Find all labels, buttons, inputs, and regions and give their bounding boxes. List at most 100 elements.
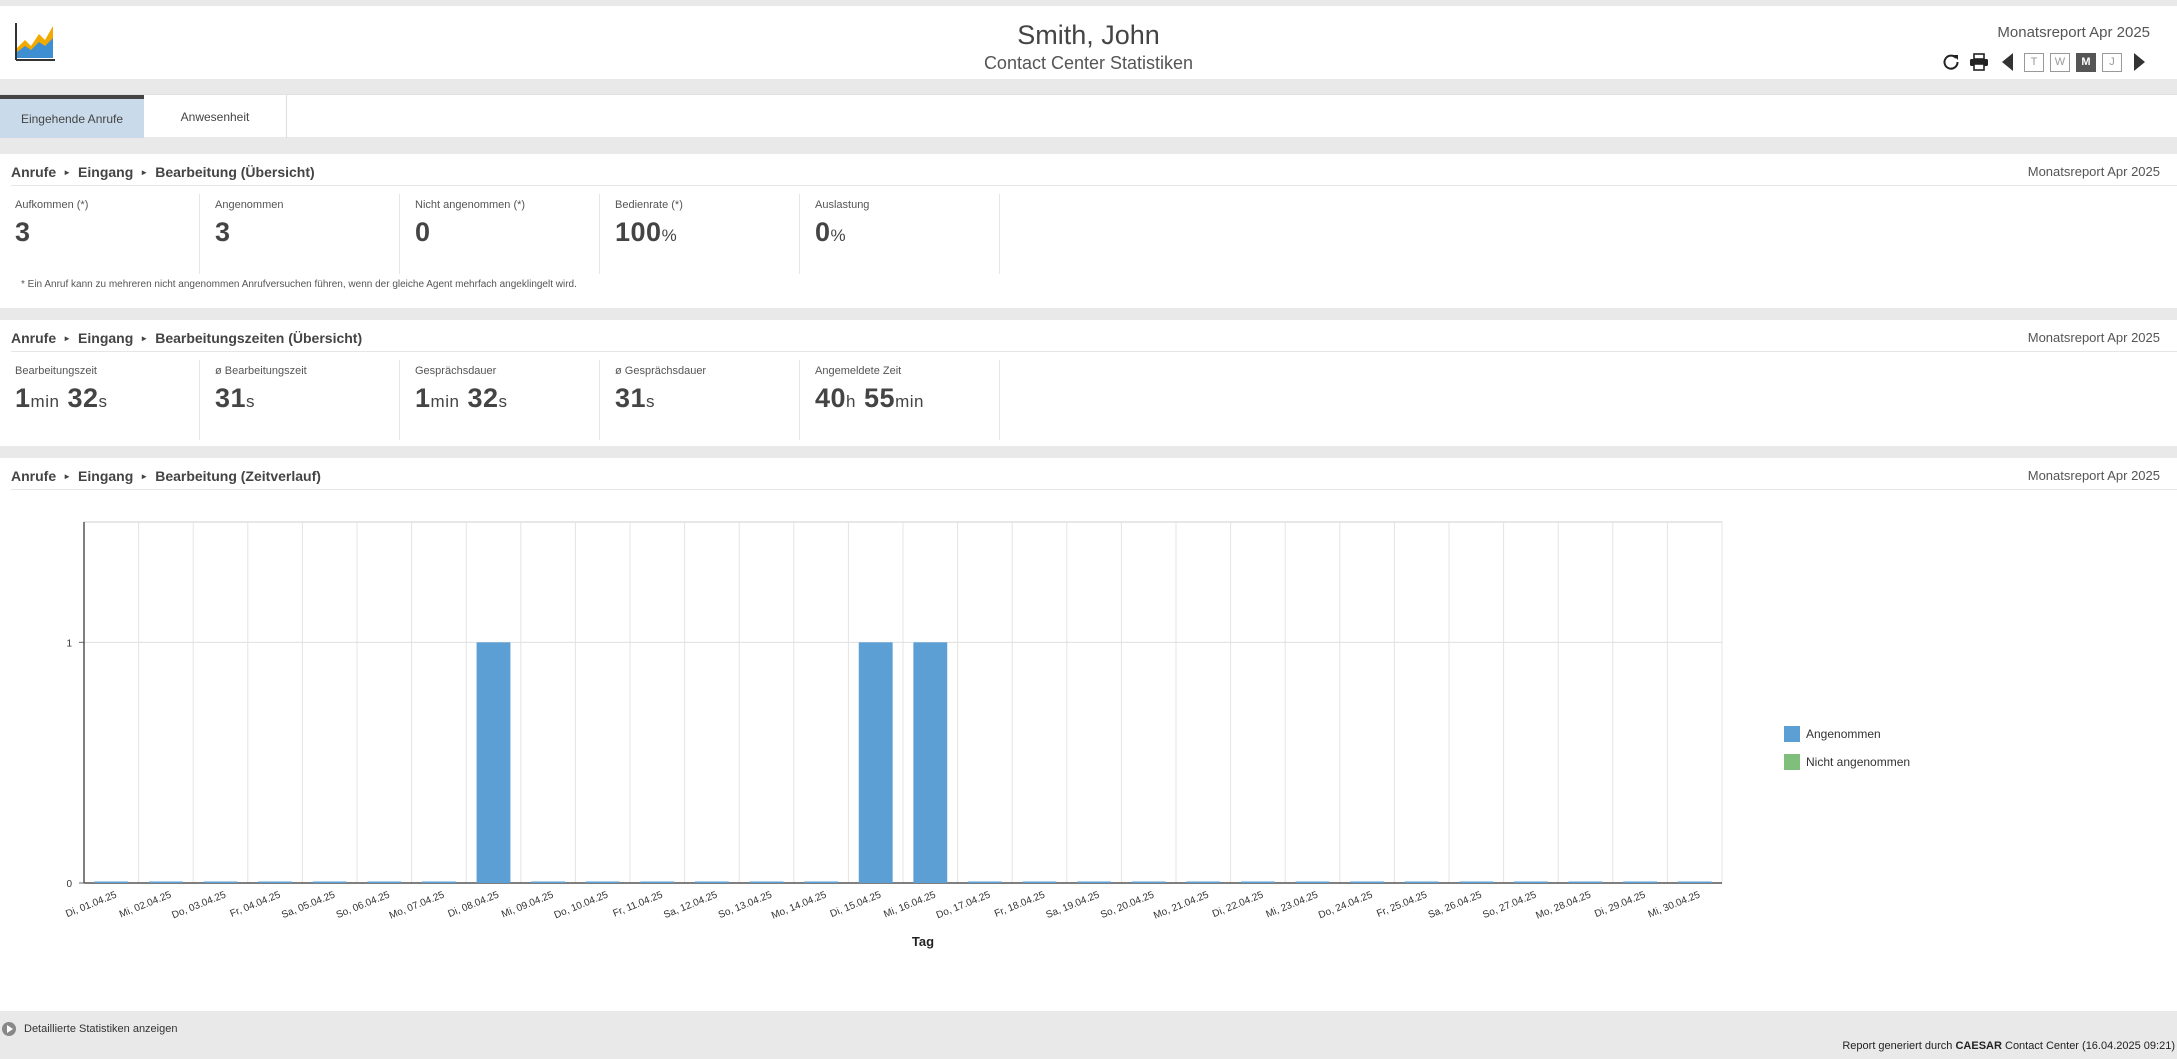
bar [694,881,729,883]
x-tick-label: Do, 10.04.25 [553,889,611,921]
kpi-label: Angenommen [215,199,284,211]
kpi-label: ø Gesprächsdauer [615,365,707,377]
range-month-button[interactable]: M [2076,52,2096,72]
panel-bearbeitungszeiten-uebersicht: Anrufe ► Eingang ► Bearbeitungszeiten (Übers… [0,320,2177,446]
print-icon[interactable] [1968,51,1990,73]
x-axis-label: Tag [912,934,934,949]
range-week-button[interactable]: W [2050,52,2070,72]
refresh-icon[interactable] [1940,51,1962,73]
generated-brand: CAESAR [1955,1040,2002,1052]
x-tick-label: So, 13.04.25 [717,889,774,921]
page-title: Smith, John [1017,20,1160,50]
bar [421,881,456,883]
breadcrumb-item: Bearbeitungszeiten (Übersicht) [155,330,363,346]
kpi-auslastung: Auslastung 0% [800,194,1000,274]
panel-period: Monatsreport Apr 2025 [2027,164,2160,179]
tab-anwesenheit[interactable]: Anwesenheit [144,95,287,138]
x-tick-label: Mo, 07.04.25 [388,889,447,921]
previous-period-icon[interactable] [1996,51,2018,73]
divider [11,185,2177,186]
breadcrumb-item: Anrufe [11,330,57,346]
kpi-value: 40h 55min [815,383,924,413]
x-tick-label: Sa, 19.04.25 [1045,889,1102,921]
tab-eingehende-anrufe[interactable]: Eingehende Anrufe [0,95,144,138]
bar [1240,881,1275,883]
x-tick-label: Di, 22.04.25 [1211,889,1266,920]
play-icon [2,1022,16,1036]
kpi-label: Auslastung [815,199,870,211]
kpi-time: ø Gesprächsdauer 31s [600,360,800,440]
legend-swatch [1784,726,1800,742]
bar [1513,881,1548,883]
x-tick-label: Sa, 12.04.25 [662,889,719,921]
generated-suffix: Contact Center (16.04.2025 09:21) [2001,1040,2175,1052]
kpi-angenommen: Angenommen 3 [200,194,400,274]
bar [858,642,893,883]
x-tick-label: Fr, 04.04.25 [229,889,283,919]
bar [94,881,129,883]
x-tick-label: Mi, 30.04.25 [1647,889,1703,920]
x-tick-label: Mo, 14.04.25 [770,889,829,921]
legend-item[interactable]: Angenommen [1784,725,1910,743]
breadcrumb-item: Eingang [78,330,134,346]
bar [1186,881,1221,883]
bar [1295,881,1330,883]
breadcrumb-item: Anrufe [11,468,57,484]
panel-period: Monatsreport Apr 2025 [2027,468,2160,483]
bar [640,881,675,883]
footnote: * Ein Anruf kann zu mehreren nicht angen… [21,279,577,290]
bar [749,881,784,883]
kpi-value: 31s [615,383,656,413]
bar [585,881,620,883]
range-year-button[interactable]: J [2102,52,2122,72]
breadcrumb: Anrufe ► Eingang ► Bearbeitung (Übersicht) [11,164,315,180]
bar [1022,881,1057,883]
breadcrumb-item: Eingang [78,468,134,484]
x-tick-label: Mi, 02.04.25 [118,889,174,920]
breadcrumb-separator-icon: ► [63,472,72,481]
legend-item[interactable]: Nicht angenommen [1784,753,1910,771]
chart-logo-icon [13,20,57,64]
bar [203,881,238,883]
show-details-link[interactable]: Detaillierte Statistiken anzeigen [0,1019,177,1039]
x-tick-label: So, 20.04.25 [1099,889,1156,921]
kpi-label: Bearbeitungszeit [15,365,97,377]
legend-label: Nicht angenommen [1806,755,1911,769]
kpi-time: Gesprächsdauer 1min 32s [400,360,600,440]
breadcrumb-separator-icon: ► [63,168,72,177]
range-day-button[interactable]: T [2024,52,2044,72]
kpi-label: Gesprächsdauer [415,365,497,377]
x-tick-label: Mo, 28.04.25 [1534,889,1593,921]
panel-bearbeitung-uebersicht: Anrufe ► Eingang ► Bearbeitung (Übersicht) M… [0,154,2177,308]
kpi-value: 100% [615,217,678,247]
y-tick-label: 1 [66,638,72,649]
kpi-label: ø Bearbeitungszeit [215,365,307,377]
breadcrumb-item: Bearbeitung (Zeitverlauf) [155,468,321,484]
report-period: Monatsreport Apr 2025 [1997,24,2150,41]
x-tick-label: Fr, 11.04.25 [611,889,664,919]
bar [1077,881,1112,883]
divider [11,351,2177,352]
x-tick-label: Do, 17.04.25 [935,889,993,921]
x-tick-label: So, 27.04.25 [1481,889,1538,921]
generated-by-text: Report generiert durch CAESAR Contact Ce… [1842,1040,2175,1052]
x-tick-label: So, 06.04.25 [335,889,392,921]
kpi-time: Angemeldete Zeit 40h 55min [800,360,1000,440]
bar [312,881,347,883]
next-period-icon[interactable] [2128,51,2150,73]
bar [258,881,293,883]
generated-prefix: Report generiert durch [1842,1040,1956,1052]
bar [1131,881,1166,883]
x-tick-label: Sa, 26.04.25 [1427,889,1484,921]
bar [367,881,402,883]
breadcrumb-item: Eingang [78,164,134,180]
show-details-label: Detaillierte Statistiken anzeigen [24,1023,178,1035]
divider [11,489,2177,490]
chart-legend: Angenommen Nicht angenommen [1784,725,1910,781]
bar [1623,881,1658,883]
kpi-row: Bearbeitungszeit 1min 32s ø Bearbeitungsze… [0,360,1000,440]
x-tick-label: Di, 29.04.25 [1593,889,1648,920]
bar [1677,881,1712,883]
kpi-value: 3 [215,217,231,247]
